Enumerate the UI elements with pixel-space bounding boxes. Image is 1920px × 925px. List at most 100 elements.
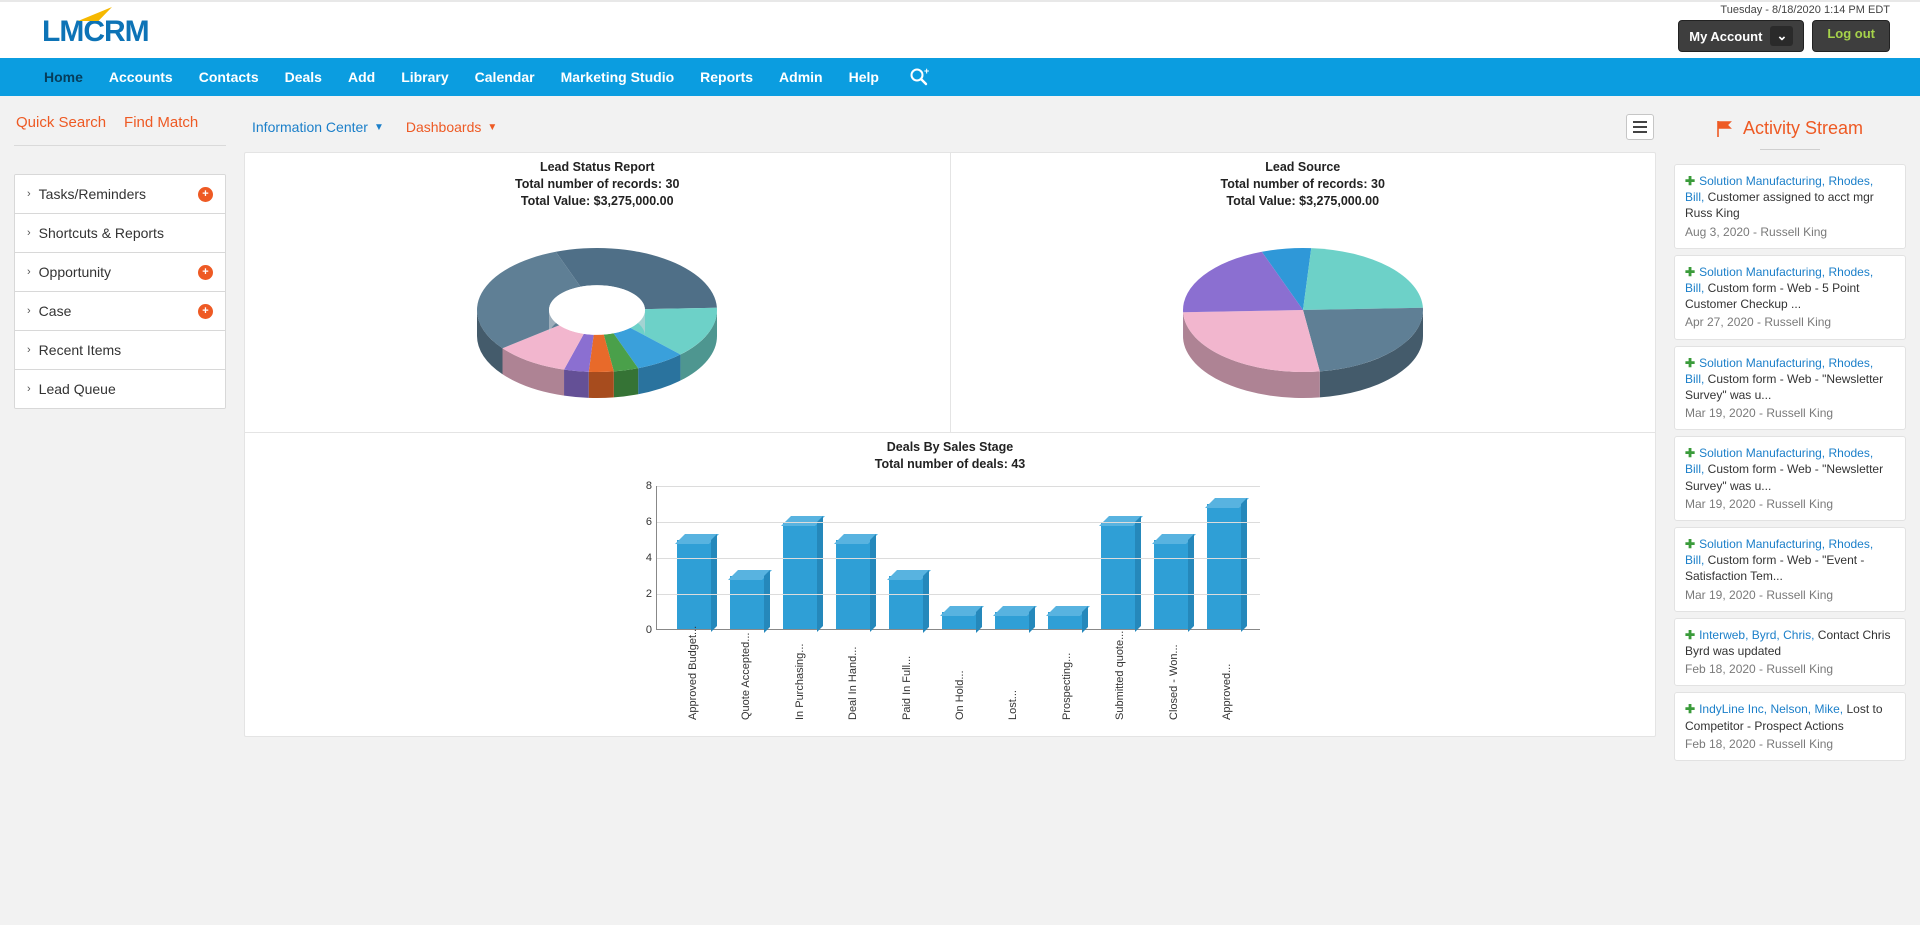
- bar: [889, 576, 923, 630]
- nav-calendar[interactable]: Calendar: [473, 59, 537, 95]
- activity-item[interactable]: ✚Interweb, Byrd, Chris, Contact Chris By…: [1674, 618, 1906, 687]
- bar: [995, 612, 1029, 630]
- x-axis-label: Closed - Won...: [1168, 634, 1180, 720]
- activity-item[interactable]: ✚Solution Manufacturing, Rhodes, Bill, C…: [1674, 255, 1906, 340]
- activity-item[interactable]: ✚Solution Manufacturing, Rhodes, Bill, C…: [1674, 346, 1906, 431]
- chevron-right-icon: ›: [27, 305, 31, 317]
- dashboards-label: Dashboards: [406, 119, 482, 135]
- chevron-down-icon: ⌄: [1770, 26, 1793, 46]
- activity-meta: Feb 18, 2020 - Russell King: [1685, 736, 1895, 752]
- activity-meta: Apr 27, 2020 - Russell King: [1685, 314, 1895, 330]
- x-axis-label: Submitted quote...: [1114, 634, 1126, 720]
- x-axis-label: Deal In Hand...: [847, 634, 859, 720]
- sidebar-item-label: Opportunity: [39, 264, 111, 280]
- chart-subtitle: Total number of records: 30: [961, 176, 1646, 193]
- activity-item[interactable]: ✚Solution Manufacturing, Rhodes, Bill, C…: [1674, 164, 1906, 249]
- info-center-dropdown[interactable]: Information Center ▼: [252, 119, 384, 135]
- panel-menu-button[interactable]: [1626, 114, 1654, 140]
- find-match-link[interactable]: Find Match: [124, 114, 198, 131]
- sidebar-accordion: ›Tasks/Reminders+ › Shortcuts & Reports › Op…: [14, 174, 226, 409]
- nav-admin[interactable]: Admin: [777, 59, 825, 95]
- quick-search-link[interactable]: Quick Search: [16, 114, 106, 131]
- nav-library[interactable]: Library: [399, 59, 450, 95]
- sidebar-item-tasks-reminders[interactable]: ›Tasks/Reminders+: [15, 175, 225, 214]
- deals-stage-panel: Deals By Sales Stage Total number of dea…: [245, 432, 1655, 737]
- nav-marketing-studio[interactable]: Marketing Studio: [559, 59, 677, 95]
- nav-home[interactable]: Home: [42, 59, 85, 95]
- bar: [1154, 540, 1188, 629]
- activity-meta: Aug 3, 2020 - Russell King: [1685, 224, 1895, 240]
- activity-link[interactable]: IndyLine Inc, Nelson, Mike,: [1699, 702, 1843, 716]
- plus-icon: ✚: [1685, 174, 1695, 188]
- nav-add[interactable]: Add: [346, 59, 377, 95]
- bar: [836, 540, 870, 629]
- x-axis-label: On Hold...: [954, 634, 966, 720]
- activity-body: Custom form - Web - "Newsletter Survey" …: [1685, 372, 1883, 402]
- plus-icon: ✚: [1685, 446, 1695, 460]
- sidebar-item-label: Shortcuts & Reports: [39, 225, 164, 241]
- chevron-right-icon: ›: [27, 344, 31, 356]
- nav-deals[interactable]: Deals: [283, 59, 324, 95]
- y-axis-label: 8: [630, 480, 652, 492]
- search-icon[interactable]: +: [909, 67, 929, 87]
- add-icon[interactable]: +: [198, 187, 213, 202]
- activity-body: Custom form - Web - "Newsletter Survey" …: [1685, 462, 1883, 492]
- caret-down-icon: ▼: [487, 122, 497, 133]
- x-axis-label: Approved...: [1221, 634, 1233, 720]
- sidebar-item-shortcuts-reports[interactable]: › Shortcuts & Reports: [15, 214, 225, 253]
- sidebar-item-case[interactable]: ›Case+: [15, 292, 225, 331]
- dashboards-dropdown[interactable]: Dashboards ▼: [406, 119, 497, 135]
- nav-accounts[interactable]: Accounts: [107, 59, 175, 95]
- chart-subtitle: Total number of deals: 43: [255, 456, 1645, 473]
- chart-title: Lead Status Report: [255, 159, 940, 176]
- activity-item[interactable]: ✚Solution Manufacturing, Rhodes, Bill, C…: [1674, 436, 1906, 521]
- chart-subtitle: Total Value: $3,275,000.00: [961, 193, 1646, 210]
- chart-subtitle: Total number of records: 30: [255, 176, 940, 193]
- bar: [1101, 522, 1135, 629]
- x-axis-label: Prospecting...: [1061, 634, 1073, 720]
- x-axis-label: Quote Accepted...: [740, 634, 752, 720]
- bar: [730, 576, 764, 630]
- add-icon[interactable]: +: [198, 304, 213, 319]
- main-nav: Home Accounts Contacts Deals Add Library Calen…: [0, 58, 1920, 96]
- divider: [1760, 149, 1820, 150]
- lead-source-panel: Lead Source Total number of records: 30 …: [951, 153, 1656, 432]
- plus-icon: ✚: [1685, 702, 1695, 716]
- chart-title: Lead Source: [961, 159, 1646, 176]
- plus-icon: ✚: [1685, 356, 1695, 370]
- activity-item[interactable]: ✚IndyLine Inc, Nelson, Mike, Lost to Com…: [1674, 692, 1906, 761]
- sidebar-item-recent-items[interactable]: ›Recent Items: [15, 331, 225, 370]
- sidebar-item-lead-queue[interactable]: ›Lead Queue: [15, 370, 225, 408]
- activity-stream-title: Activity Stream: [1743, 118, 1863, 139]
- chevron-right-icon: ›: [27, 383, 31, 395]
- chevron-right-icon: ›: [27, 266, 31, 278]
- activity-link[interactable]: Interweb, Byrd, Chris,: [1699, 628, 1814, 642]
- my-account-button[interactable]: My Account ⌄: [1678, 20, 1804, 52]
- logo-text-lm: LM: [42, 15, 83, 48]
- nav-reports[interactable]: Reports: [698, 59, 755, 95]
- bar: [1048, 612, 1082, 630]
- y-axis-label: 0: [630, 624, 652, 636]
- y-axis-label: 2: [630, 588, 652, 600]
- svg-text:+: +: [924, 67, 929, 76]
- dashboard-panel: Lead Status Report Total number of recor…: [244, 152, 1656, 737]
- bar: [677, 540, 711, 629]
- plus-icon: ✚: [1685, 265, 1695, 279]
- divider: [14, 145, 226, 146]
- nav-contacts[interactable]: Contacts: [197, 59, 261, 95]
- x-axis-label: In Purchasing...: [794, 634, 806, 720]
- logout-button[interactable]: Log out: [1812, 20, 1890, 52]
- activity-body: Customer assigned to acct mgr Russ King: [1685, 190, 1874, 220]
- nav-help[interactable]: Help: [847, 59, 881, 95]
- y-axis-label: 6: [630, 516, 652, 528]
- add-icon[interactable]: +: [198, 265, 213, 280]
- sidebar-item-opportunity[interactable]: › Opportunity +: [15, 253, 225, 292]
- chevron-right-icon: ›: [27, 227, 31, 239]
- my-account-label: My Account: [1689, 29, 1762, 44]
- plus-icon: ✚: [1685, 537, 1695, 551]
- logo[interactable]: LMCRM: [42, 7, 149, 49]
- activity-body: Custom form - Web - 5 Point Customer Che…: [1685, 281, 1860, 311]
- activity-meta: Mar 19, 2020 - Russell King: [1685, 496, 1895, 512]
- activity-list: ✚Solution Manufacturing, Rhodes, Bill, C…: [1674, 164, 1906, 761]
- activity-item[interactable]: ✚Solution Manufacturing, Rhodes, Bill, C…: [1674, 527, 1906, 612]
